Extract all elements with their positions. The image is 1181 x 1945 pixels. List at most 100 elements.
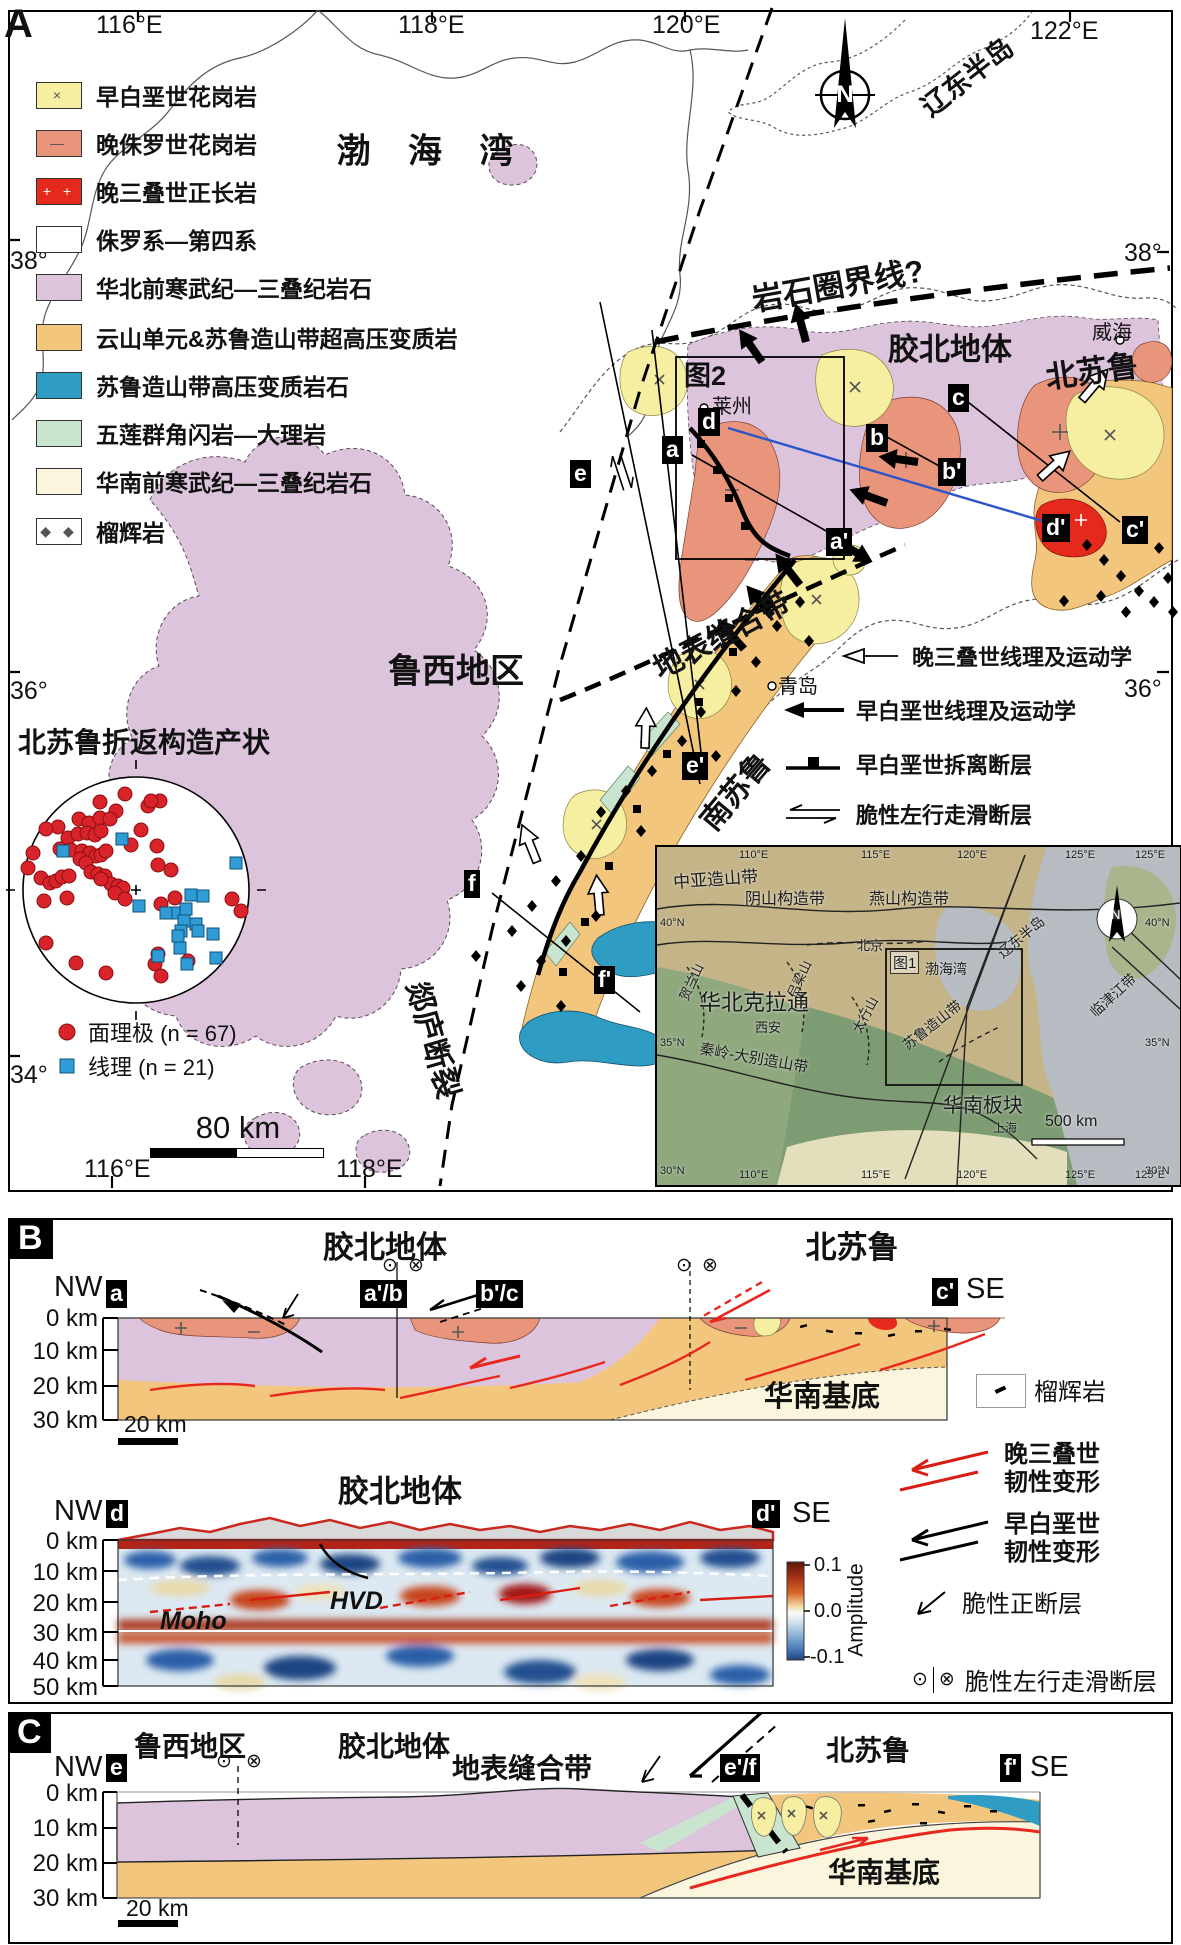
sinistral-pair-symbol bbox=[610, 453, 634, 491]
panel-c-frame bbox=[8, 1712, 1173, 1944]
strike-slip-legend: ⊙ ⊗ 脆性左行走滑断层 bbox=[912, 1662, 1157, 1697]
b2-d: d bbox=[106, 1500, 129, 1528]
inset-beijing-label: 北京 bbox=[857, 938, 884, 953]
kinematic-legend-label: 早白垩世拆离断层 bbox=[856, 753, 1033, 778]
ss-divider bbox=[932, 1666, 934, 1693]
section-d: d bbox=[698, 408, 721, 436]
section-b: b bbox=[866, 424, 889, 452]
inset-tick-top-110e: 110°E bbox=[739, 849, 769, 861]
b1-cprime: c' bbox=[932, 1278, 959, 1306]
b2-depth-30: 30 km bbox=[32, 1620, 98, 1647]
cross-section-1 bbox=[102, 1262, 1005, 1445]
cb-label: Amplitude bbox=[844, 1563, 868, 1657]
legend-label: 晚侏罗世花岗岩 bbox=[96, 132, 257, 158]
inset-tick-bottom-120e: 120°E bbox=[957, 1169, 988, 1181]
b2-dprime: d' bbox=[752, 1500, 780, 1528]
b1-a: a bbox=[106, 1280, 127, 1308]
legend-item: 五莲群角闪岩—大理岩 bbox=[36, 418, 326, 448]
c-jiaobei: 胶北地体 bbox=[338, 1731, 451, 1762]
legend-item: + + 晚三叠世正长岩 bbox=[36, 176, 257, 206]
panel-b-letter: B bbox=[8, 1218, 53, 1259]
inset-south-china-label: 华南板块 bbox=[943, 1095, 1023, 1117]
inset-tick-bottom-110e: 110°E bbox=[739, 1169, 769, 1181]
inset-compass-n: N bbox=[1111, 907, 1121, 922]
red-circle-icon bbox=[58, 1023, 76, 1041]
tick-bottom-118e: 118°E bbox=[336, 1155, 403, 1183]
solid-arrow-icon bbox=[784, 702, 844, 718]
c-ss-out: ⊙ bbox=[216, 1751, 232, 1772]
scalebar-label: 80 km bbox=[195, 1109, 281, 1145]
open-arrow-icon bbox=[841, 647, 898, 665]
inset-tick-top-120e: 120°E bbox=[957, 849, 988, 861]
c-suture: 地表缝合带 bbox=[452, 1753, 593, 1784]
b2-depth-10: 10 km bbox=[32, 1559, 98, 1586]
inset-tick-right-40n: 40°N bbox=[1145, 917, 1170, 929]
legend-label: 云山单元&苏鲁造山带超高压变质岩 bbox=[96, 326, 458, 352]
panel-a-letter: A bbox=[4, 2, 33, 46]
tick-left-36: 36° bbox=[10, 677, 48, 705]
legend-label: 晚三叠世正长岩 bbox=[96, 180, 257, 206]
legend-item: ◆ ◆ 榴辉岩 bbox=[36, 516, 165, 546]
legend-item: × 早白垩世花岗岩 bbox=[36, 80, 257, 110]
b1-bc: b'/c bbox=[476, 1280, 523, 1308]
inset-tick-bottom-125e: 125°E bbox=[1065, 1169, 1096, 1181]
c-depth-20: 20 km bbox=[32, 1850, 98, 1877]
inset-tick-top-125e: 125°E bbox=[1065, 849, 1096, 861]
inset-map: 中亚造山带 阴山构造带 燕山构造带 北京 贺兰山 吕梁山 太行山 辽东半岛 临津… bbox=[655, 845, 1181, 1187]
kinematic-legend-item: 脆性左行走滑断层 bbox=[782, 798, 1032, 830]
lithosphere-boundary-line bbox=[654, 265, 1171, 345]
legend-swatch bbox=[36, 467, 82, 495]
legend-swatch bbox=[36, 273, 82, 301]
inset-tick-bottom-115e: 115°E bbox=[861, 1169, 891, 1181]
panel-c-letter: C bbox=[8, 1712, 51, 1753]
inset-terrain bbox=[657, 847, 1180, 1185]
detachment-faults bbox=[535, 426, 797, 976]
moho-label: Moho bbox=[160, 1607, 227, 1635]
c-ss-in: ⊗ bbox=[246, 1751, 262, 1772]
ek-shear-label-1: 早白垩世 bbox=[1004, 1511, 1100, 1538]
cb-tick-neg01: -0.1 bbox=[810, 1646, 845, 1668]
b2-se: SE bbox=[792, 1497, 831, 1529]
c-scalebar-label: 20 km bbox=[126, 1895, 189, 1921]
colorbar bbox=[786, 1561, 805, 1661]
lt-shear-label-1: 晚三叠世 bbox=[1004, 1441, 1100, 1468]
weihai-label: 威海 bbox=[1092, 322, 1132, 344]
strike-slip-label: 脆性左行走滑断层 bbox=[964, 1669, 1157, 1696]
cb-tick-01: 0.1 bbox=[814, 1554, 842, 1576]
section-c: c bbox=[948, 384, 969, 412]
eclogite-diamonds bbox=[471, 526, 1178, 1012]
north-arrow bbox=[815, 18, 875, 128]
hvd-label: HVD bbox=[330, 1587, 383, 1615]
b1-depth-30: 30 km bbox=[32, 1407, 98, 1434]
kinematic-legend-item: 晚三叠世线理及运动学 bbox=[838, 640, 1132, 672]
panel-b-frame bbox=[8, 1218, 1173, 1704]
circle-x-icon: ⊗ bbox=[938, 1669, 955, 1690]
inset-tick-top-115e: 115°E bbox=[861, 849, 891, 861]
seismic-section bbox=[102, 1516, 810, 1690]
lt-shear-label-2: 韧性变形 bbox=[1004, 1469, 1100, 1496]
section-a-prime: a' bbox=[826, 528, 853, 556]
panel-a-frame bbox=[8, 10, 1173, 1192]
graticule-ticks bbox=[8, 10, 1169, 1188]
b1-depth-0: 0 km bbox=[45, 1305, 98, 1332]
b2-depth-20: 20 km bbox=[32, 1590, 98, 1617]
eclogite-legend-label: 榴辉岩 bbox=[1034, 1379, 1106, 1406]
inset-tick-top-125e2: 125°E bbox=[1135, 849, 1166, 861]
inset-shanghai-label: 上海 bbox=[993, 1121, 1018, 1135]
legend-swatch: ◆ ◆ bbox=[36, 517, 82, 545]
section-b-prime: b' bbox=[938, 458, 966, 486]
section-lines bbox=[491, 301, 1121, 1013]
legend-label: 华南前寒武纪—三叠纪岩石 bbox=[96, 470, 372, 496]
kinematic-legend-label: 早白垩世线理及运动学 bbox=[856, 699, 1077, 724]
inset-tick-left-30n: 30°N bbox=[660, 1165, 685, 1177]
tick-left-34: 34° bbox=[10, 1061, 48, 1089]
circle-dot-icon: ⊙ bbox=[912, 1669, 928, 1690]
b1-se: SE bbox=[966, 1273, 1005, 1305]
b2-depth-0: 0 km bbox=[45, 1528, 98, 1555]
legend-item: 苏鲁造山带高压变质岩石 bbox=[36, 370, 349, 400]
c-depth-0: 0 km bbox=[45, 1780, 98, 1807]
laizhou-label: 莱州 bbox=[712, 396, 752, 418]
b2-depth-40: 40 km bbox=[32, 1648, 98, 1675]
tanlu-fault-line bbox=[438, 7, 774, 1187]
